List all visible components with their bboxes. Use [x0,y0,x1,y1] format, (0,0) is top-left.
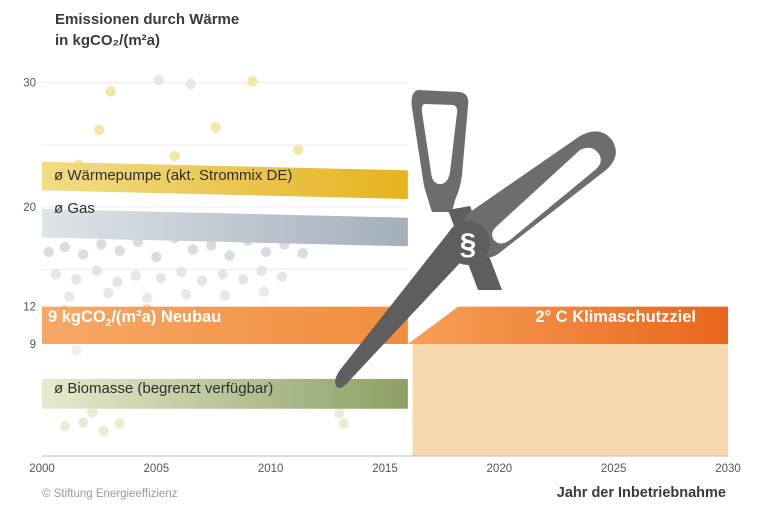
target-area [412,344,728,456]
x-tick-label: 2025 [601,463,627,475]
data-point [338,418,350,429]
data-point [64,291,75,302]
bands [42,161,728,409]
data-point [219,290,231,301]
data-point [206,240,217,251]
chart-title-line1: Emissionen durch Wärme [55,11,239,28]
data-point [103,287,114,299]
band-klimaschutzziel [407,306,728,344]
data-point [176,266,187,278]
label-gas: ø Gas [54,200,95,217]
label-klimaschutzziel: 2° C Klimaschutzziel [535,308,696,326]
x-tick-label: 2015 [372,463,398,475]
data-point [71,345,82,356]
data-point [210,122,221,133]
data-point [334,408,345,419]
data-point [151,251,162,263]
y-tick-label: 9 [30,339,36,351]
x-tick-label: 2030 [715,463,741,475]
data-point [155,272,167,284]
x-tick-label: 2005 [144,463,170,475]
x-tick-labels: 2000 2005 2010 2015 2020 2025 2030 [29,463,741,475]
data-point [114,245,125,256]
data-point [50,269,61,280]
chart-title-line2: in kgCO₂/(m²a) [55,32,160,49]
data-point [153,74,164,86]
y-tick-label: 20 [23,202,36,214]
data-point [224,250,235,261]
data-point [77,417,89,428]
data-point [217,269,228,280]
band-waermepumpe [42,161,408,200]
x-tick-label: 2000 [29,463,55,475]
data-point [71,274,82,285]
data-point [87,407,98,418]
data-point [256,265,267,276]
label-neubau: 9 kgCO2/(m²a) Neubau [48,308,221,329]
data-point [196,275,208,286]
band-gas [42,208,408,247]
label-biomasse: ø Biomasse (begrenzt verfügbar) [54,380,273,397]
data-point [169,150,180,162]
label-neubau-rest: /(m²a) Neubau [111,308,221,326]
data-point [98,425,109,437]
copyright: © Stiftung Energieeffizienz [42,488,178,500]
data-point [59,241,71,253]
data-point [105,86,116,97]
label-waermepumpe: ø Wärmepumpe (akt. Strommix DE) [54,167,292,184]
data-point [112,276,123,287]
y-tick-label: 30 [23,78,36,90]
data-point [276,271,288,282]
data-point [77,249,89,260]
data-point [260,246,272,258]
data-point [93,124,105,136]
y-tick-label: 12 [23,302,36,314]
x-tick-label: 2020 [487,463,513,475]
data-point [185,78,196,90]
data-point [187,244,199,255]
data-point [59,420,71,432]
y-tick-labels: 9 12 20 30 [23,78,36,351]
data-point [292,144,304,156]
data-point [258,286,270,297]
x-tick-label: 2010 [258,463,284,475]
band-neubau [42,306,408,344]
data-point [180,289,192,300]
scissors-icon: § [335,90,616,388]
data-point [130,270,141,281]
data-point [247,76,258,87]
data-point [91,265,103,276]
data-point [141,292,153,304]
x-axis-label: Jahr der Inbetriebnahme [557,485,726,501]
data-point [96,239,107,250]
data-point [43,246,55,258]
paragraph-symbol: § [460,228,477,261]
data-point [297,247,308,259]
label-neubau-main: 9 kgCO [48,308,106,326]
band-biomasse [42,378,408,409]
data-point [114,418,125,429]
label-neubau-sub: 2 [106,318,112,329]
data-point [238,274,249,285]
